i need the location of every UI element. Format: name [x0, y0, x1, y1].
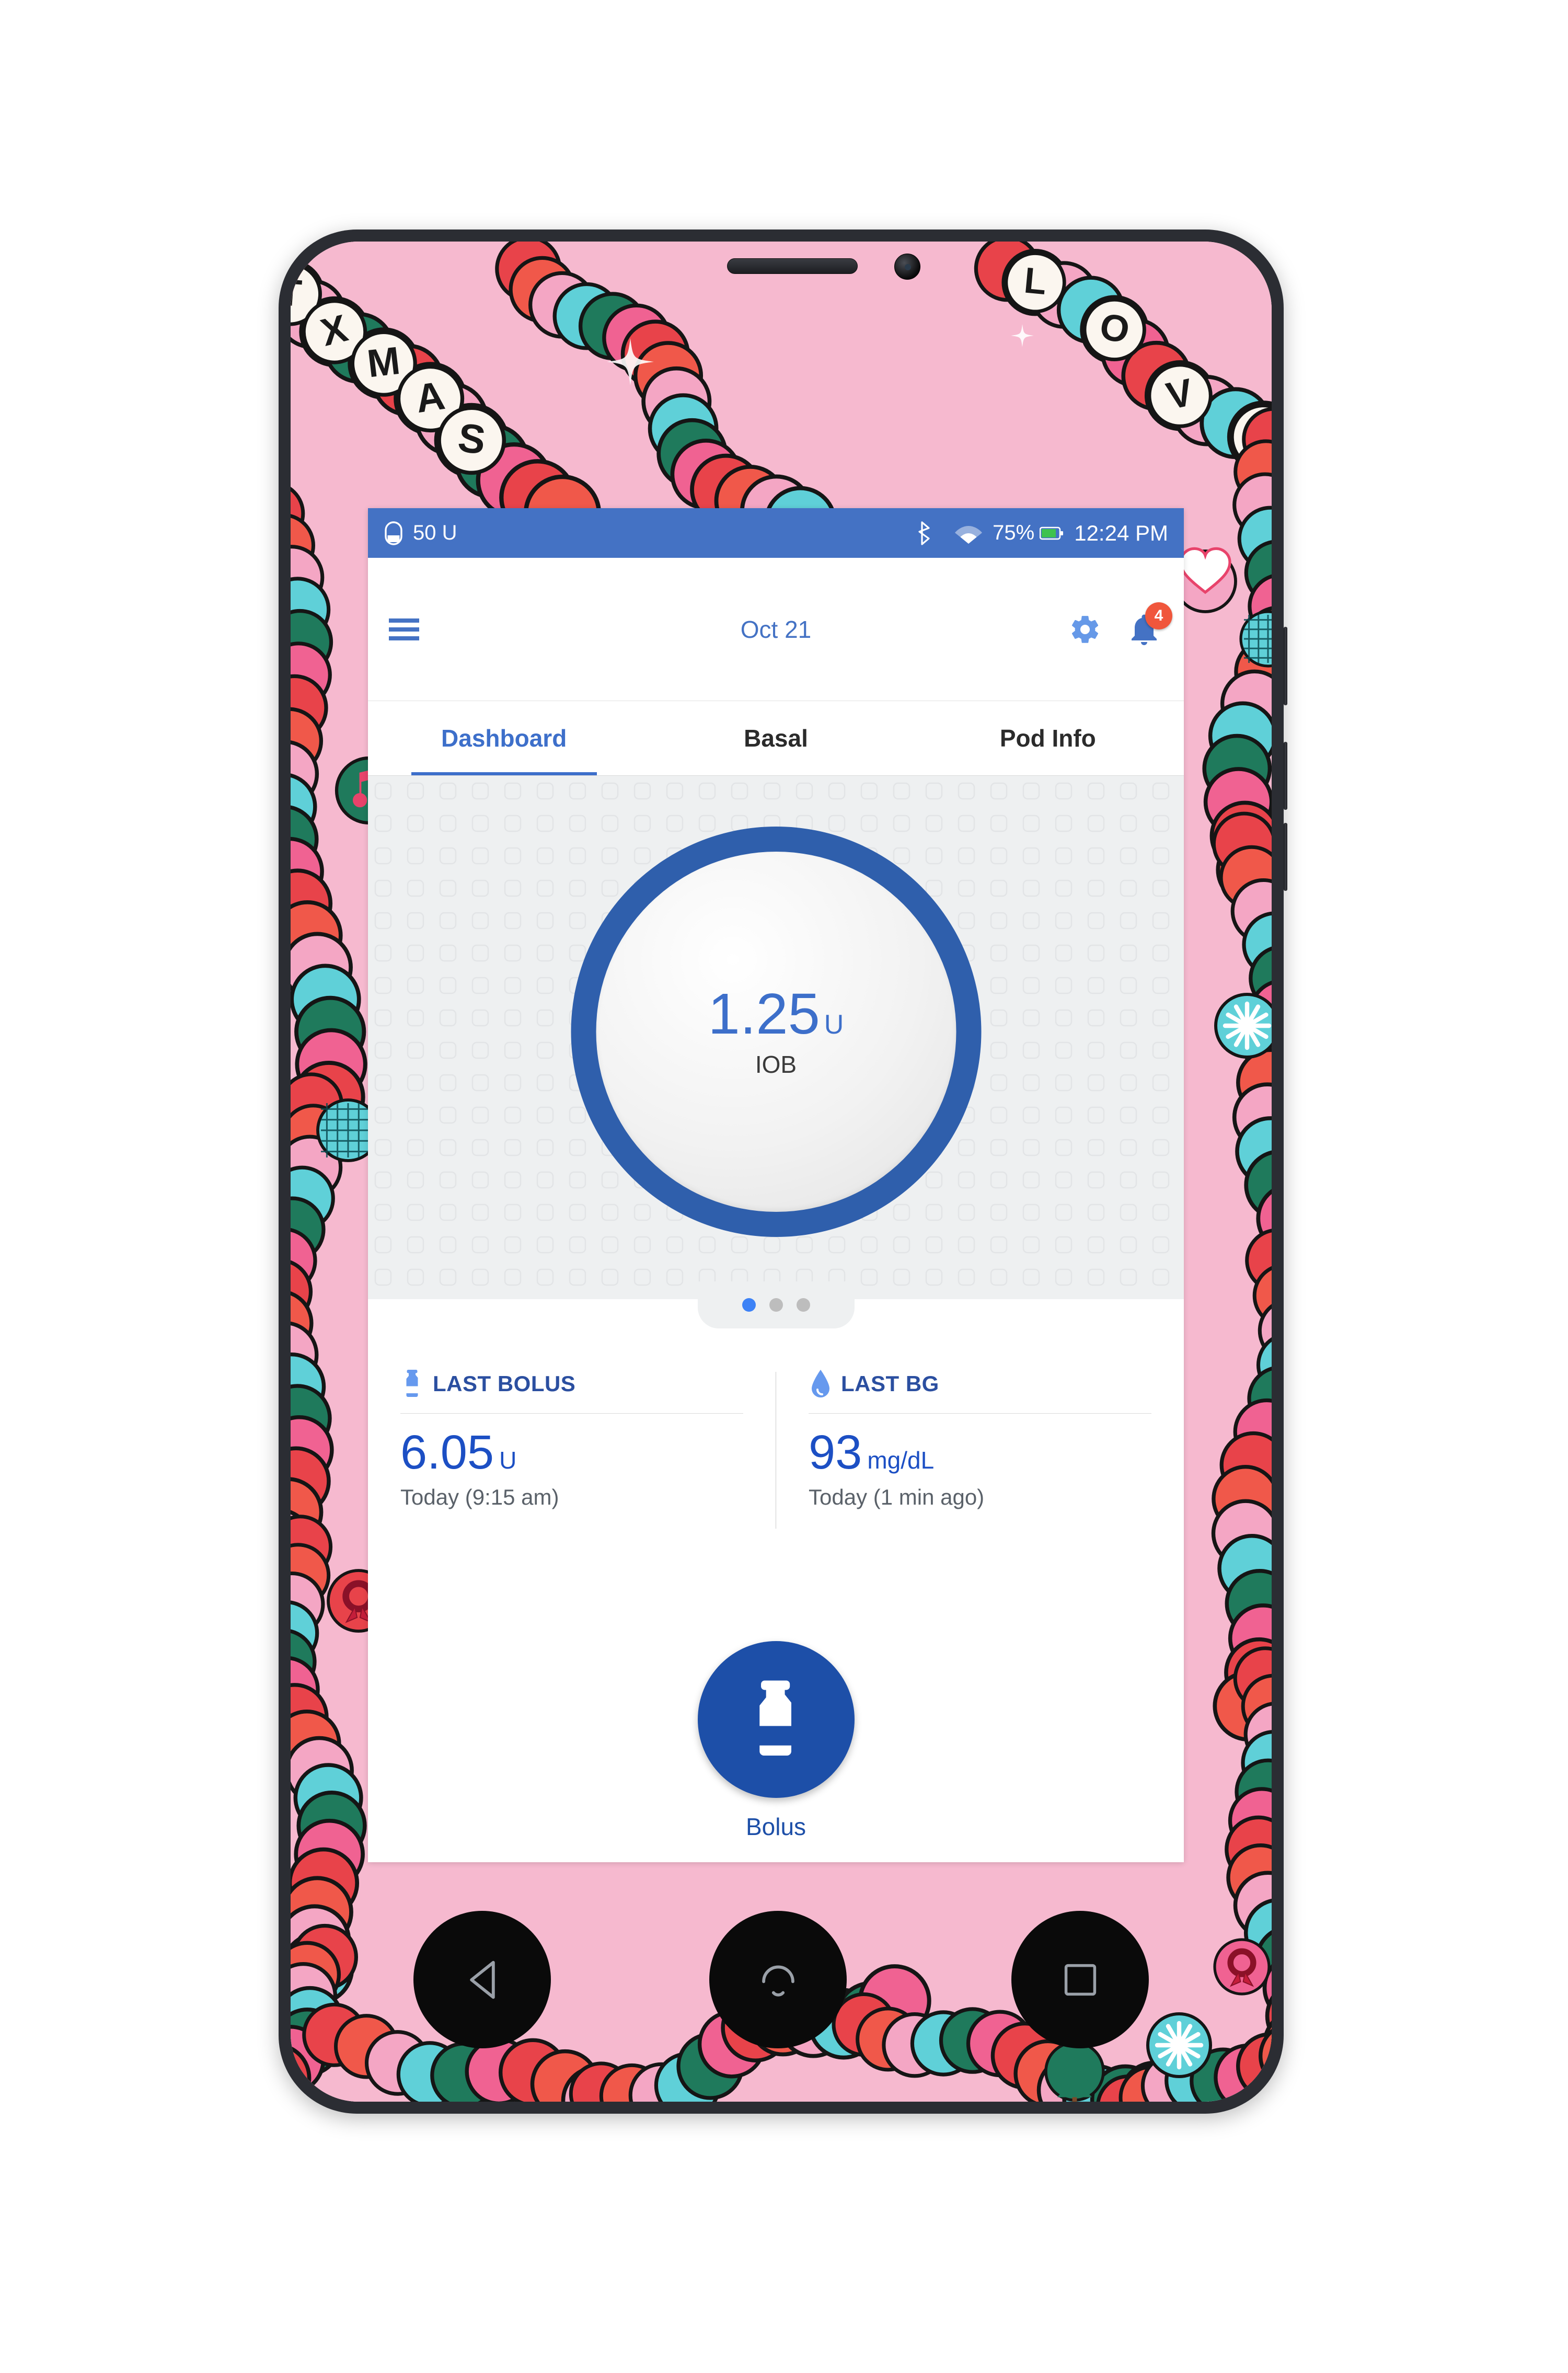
svg-text:S: S [455, 415, 488, 463]
svg-text:L: L [1022, 260, 1048, 303]
svg-text:M: M [365, 338, 402, 386]
